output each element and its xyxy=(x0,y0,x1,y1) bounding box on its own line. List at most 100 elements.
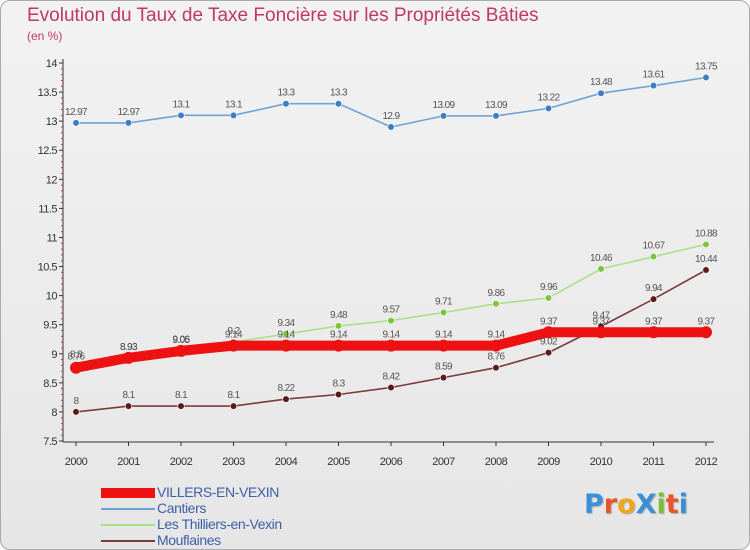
data-point xyxy=(649,253,658,261)
y-tick-label: 9.5 xyxy=(43,320,57,332)
data-label: 8.76 xyxy=(67,352,85,363)
data-label: 13.3 xyxy=(330,88,348,99)
legend-swatch xyxy=(101,488,155,498)
data-label: 9.06 xyxy=(172,334,190,345)
y-tick-label: 7.5 xyxy=(43,436,57,448)
data-point xyxy=(439,374,448,382)
legend-label: Mouflaines xyxy=(157,532,221,548)
data-label: 8 xyxy=(74,396,80,407)
data-point xyxy=(700,326,712,339)
data-label: 9.37 xyxy=(540,316,558,327)
data-label: 13.48 xyxy=(590,77,613,88)
data-point xyxy=(492,300,500,308)
x-tick-label: 2006 xyxy=(380,456,403,468)
data-label: 9.14 xyxy=(382,330,400,341)
data-point xyxy=(702,240,710,249)
x-tick-label: 2011 xyxy=(643,456,665,468)
data-point xyxy=(334,390,343,399)
y-tick-label: 8.5 xyxy=(43,378,57,390)
data-point xyxy=(542,326,555,339)
data-label: 8.93 xyxy=(120,342,138,353)
data-label: 8.8 xyxy=(70,349,83,360)
x-tick-label: 2010 xyxy=(590,456,613,468)
data-label: 9.14 xyxy=(330,330,348,341)
data-label: 8.93 xyxy=(120,342,138,353)
data-point xyxy=(544,104,553,112)
data-point xyxy=(229,402,238,410)
data-point xyxy=(492,112,500,120)
data-point xyxy=(597,265,605,273)
data-point xyxy=(385,339,397,352)
data-point xyxy=(597,89,605,97)
data-label: 9.37 xyxy=(697,316,715,327)
data-label: 9.86 xyxy=(487,288,505,299)
data-point xyxy=(282,395,290,403)
data-label: 9.14 xyxy=(277,330,295,341)
y-tick-label: 9 xyxy=(51,349,57,361)
x-tick-label: 2012 xyxy=(695,456,718,468)
x-tick-label: 2000 xyxy=(65,456,88,468)
data-label: 13.22 xyxy=(537,92,560,103)
x-tick-label: 2005 xyxy=(327,456,350,468)
chart-title: Evolution du Taux de Taxe Foncière sur l… xyxy=(27,5,539,26)
data-point xyxy=(72,119,80,127)
y-tick-label: 10.5 xyxy=(38,262,58,274)
data-label: 12.97 xyxy=(65,107,88,118)
data-label: 12.97 xyxy=(117,107,140,118)
data-point xyxy=(70,361,82,374)
x-tick-label: 2002 xyxy=(170,456,193,468)
x-tick-label: 2009 xyxy=(537,456,560,468)
y-tick-label: 13 xyxy=(46,116,58,128)
y-tick-label: 14 xyxy=(46,58,58,70)
data-label: 9.71 xyxy=(435,296,453,307)
legend-swatch xyxy=(101,508,155,510)
data-label: 10.44 xyxy=(695,254,718,265)
data-point xyxy=(387,317,395,325)
y-tick-label: 10 xyxy=(46,291,58,303)
proxiti-logo: ProXiti xyxy=(584,489,688,520)
data-label: 8.59 xyxy=(435,362,453,373)
data-point xyxy=(544,349,553,357)
data-label: 13.1 xyxy=(172,99,190,110)
data-point xyxy=(122,351,135,364)
data-label: 8.1 xyxy=(227,390,240,401)
data-point xyxy=(280,339,292,352)
data-point xyxy=(175,344,187,357)
y-tick-label: 11 xyxy=(47,232,58,244)
data-label: 9.14 xyxy=(225,330,243,341)
legend-swatch xyxy=(101,524,155,526)
x-tick-label: 2007 xyxy=(432,456,455,468)
data-point xyxy=(229,111,238,119)
data-label: 9.47 xyxy=(592,310,610,321)
x-tick-label: 2001 xyxy=(117,456,140,468)
y-tick-label: 12 xyxy=(46,174,58,186)
data-label: 12.9 xyxy=(382,111,400,122)
y-tick-label: 13.5 xyxy=(38,87,58,99)
data-label: 9.14 xyxy=(435,330,453,341)
data-label: 10.88 xyxy=(695,228,718,239)
data-label: 9.57 xyxy=(382,305,400,316)
data-label: 13.1 xyxy=(225,99,243,110)
data-point xyxy=(649,295,658,303)
x-tick-label: 2004 xyxy=(275,456,298,468)
x-tick-label: 2008 xyxy=(485,456,508,468)
data-point xyxy=(437,339,450,352)
y-tick-label: 12.5 xyxy=(38,145,58,157)
data-point xyxy=(492,364,500,372)
data-label: 13.75 xyxy=(695,62,718,73)
legend-swatch xyxy=(101,540,155,542)
data-point xyxy=(334,322,343,330)
data-label: 9.37 xyxy=(645,316,663,327)
data-label: 8.1 xyxy=(122,390,135,401)
data-point xyxy=(282,100,290,108)
data-label: 10.46 xyxy=(590,253,613,264)
data-label: 13.09 xyxy=(432,100,455,111)
data-label: 9.37 xyxy=(592,316,610,327)
data-point xyxy=(439,308,448,317)
data-point xyxy=(332,339,345,352)
data-point xyxy=(177,111,185,119)
data-point xyxy=(439,112,448,120)
data-label: 13.3 xyxy=(277,88,295,99)
data-point xyxy=(227,339,240,352)
